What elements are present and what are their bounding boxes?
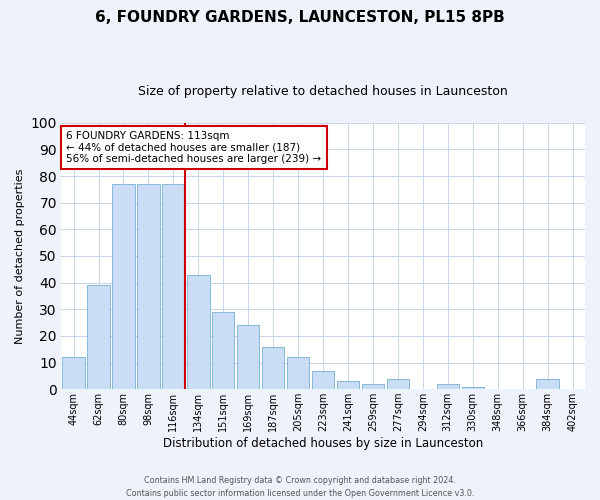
Bar bbox=[262, 346, 284, 389]
Bar bbox=[137, 184, 160, 389]
Bar bbox=[112, 184, 134, 389]
Bar bbox=[187, 274, 209, 389]
Bar bbox=[212, 312, 235, 389]
Bar bbox=[461, 386, 484, 389]
X-axis label: Distribution of detached houses by size in Launceston: Distribution of detached houses by size … bbox=[163, 437, 483, 450]
Bar bbox=[62, 357, 85, 389]
Bar bbox=[337, 381, 359, 389]
Y-axis label: Number of detached properties: Number of detached properties bbox=[15, 168, 25, 344]
Title: Size of property relative to detached houses in Launceston: Size of property relative to detached ho… bbox=[138, 85, 508, 98]
Bar bbox=[162, 184, 185, 389]
Bar bbox=[536, 378, 559, 389]
Bar bbox=[237, 325, 259, 389]
Bar bbox=[362, 384, 384, 389]
Bar bbox=[386, 378, 409, 389]
Text: 6, FOUNDRY GARDENS, LAUNCESTON, PL15 8PB: 6, FOUNDRY GARDENS, LAUNCESTON, PL15 8PB bbox=[95, 10, 505, 25]
Bar bbox=[87, 286, 110, 389]
Text: 6 FOUNDRY GARDENS: 113sqm
← 44% of detached houses are smaller (187)
56% of semi: 6 FOUNDRY GARDENS: 113sqm ← 44% of detac… bbox=[67, 131, 322, 164]
Bar bbox=[312, 370, 334, 389]
Bar bbox=[287, 357, 310, 389]
Bar bbox=[437, 384, 459, 389]
Text: Contains HM Land Registry data © Crown copyright and database right 2024.
Contai: Contains HM Land Registry data © Crown c… bbox=[126, 476, 474, 498]
